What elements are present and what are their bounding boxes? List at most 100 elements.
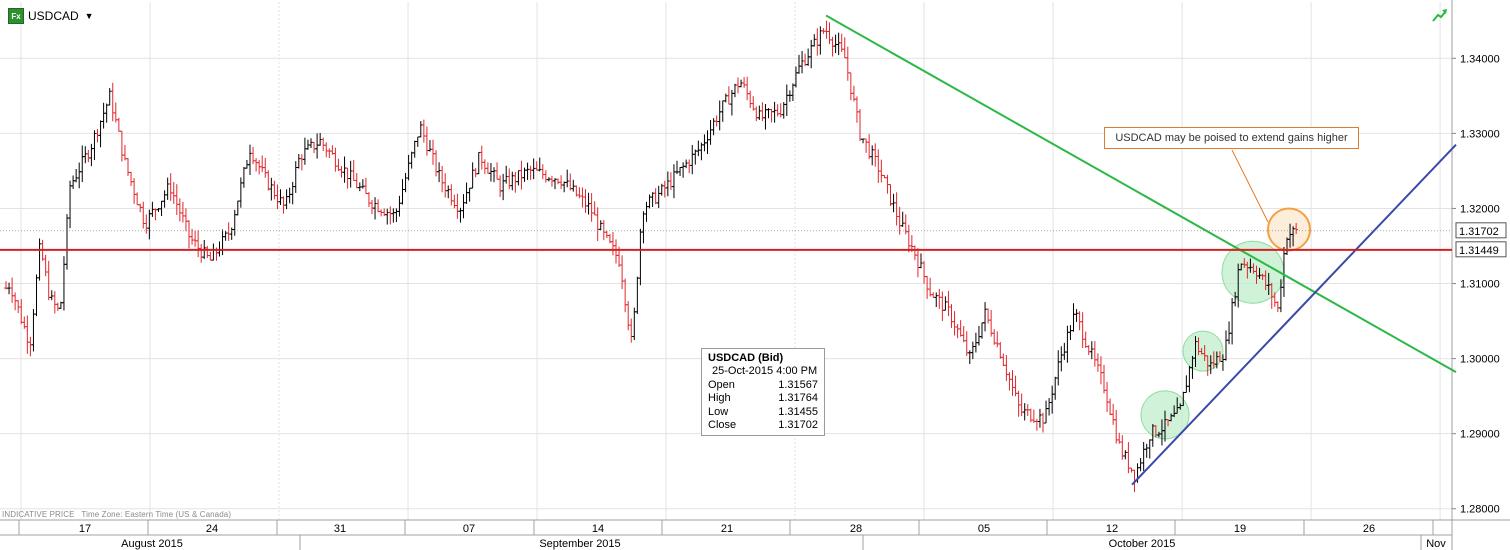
ohlc-bar — [998, 341, 1003, 359]
ohlc-bar — [183, 208, 188, 232]
ohlc-bar — [635, 276, 640, 314]
x-day-label: 14 — [592, 523, 604, 535]
ohlc-bar — [595, 207, 600, 242]
ohlc-bar — [632, 307, 637, 341]
ohlc-bar — [16, 299, 21, 314]
ohlc-bar — [577, 187, 582, 199]
highlight-circle-orange — [1267, 207, 1311, 252]
ohlc-bar — [723, 93, 728, 103]
ohlc-bar — [153, 208, 158, 221]
ohlc-bar — [705, 130, 710, 154]
ohlc-bar — [772, 101, 777, 123]
ohlc-bar — [168, 173, 173, 201]
ohlc-bar — [656, 185, 661, 209]
ohlc-bar — [427, 140, 432, 152]
ohlc-bar — [415, 136, 420, 147]
ohlc-bar — [122, 144, 127, 161]
highlight-circle-green — [1182, 330, 1224, 372]
ohlc-bar — [736, 77, 740, 94]
ohlc-bar — [976, 325, 981, 346]
ohlc-bar — [928, 277, 933, 297]
ohlc-bar — [479, 145, 484, 170]
ohlc-bar — [74, 169, 79, 183]
ohlc-bar — [107, 88, 112, 106]
ohlc-bar — [556, 178, 561, 185]
caret-down-icon[interactable]: ▼ — [84, 11, 94, 21]
ohlc-bar — [1089, 341, 1094, 360]
ohlc-bar — [476, 151, 481, 175]
ohlc-bar — [495, 162, 500, 180]
ohlc-bar — [177, 198, 182, 222]
annotation-text: USDCAD may be poised to extend gains hig… — [1115, 132, 1348, 144]
y-tick-label: 1.28000 — [1460, 504, 1500, 516]
ohlc-bar — [1077, 311, 1082, 331]
ohlc-bar — [513, 172, 518, 193]
ohlc-bar — [952, 311, 957, 336]
ohlc-bar — [516, 170, 521, 186]
ohlc-bar — [906, 224, 911, 253]
ohlc-bar — [1187, 365, 1192, 393]
ohlc-bar — [986, 308, 991, 324]
ohlc-bar — [562, 181, 567, 193]
ohlc-bar — [263, 157, 268, 178]
x-day-label: 12 — [1106, 523, 1118, 535]
ohlc-bar — [254, 158, 259, 172]
ohlc-bar — [327, 148, 332, 159]
y-tick-label: 1.30000 — [1460, 354, 1500, 366]
ohlc-bar — [193, 230, 198, 247]
ohlc-bar — [485, 162, 490, 174]
ohlc-bar — [653, 188, 658, 205]
symbol-selector[interactable]: Fx USDCAD ▼ — [8, 8, 94, 24]
ohlc-bar — [970, 341, 975, 360]
ohlc-bar — [1102, 364, 1106, 394]
ohlc-bar — [440, 165, 445, 193]
ohlc-bar — [745, 76, 750, 101]
ohlc-bar — [525, 162, 530, 180]
ohlc-bar — [879, 159, 884, 183]
ohlc-bar — [1071, 303, 1076, 332]
ohlc-bar — [296, 153, 301, 169]
trend-arrow-icon[interactable] — [1432, 8, 1448, 22]
ohlc-bar — [424, 126, 429, 156]
indicative-label: INDICATIVE PRICE — [2, 510, 75, 519]
ohlc-bar — [92, 130, 97, 161]
ohlc-bar — [693, 149, 698, 165]
ohlc-bar — [187, 220, 191, 249]
ohlc-bar — [171, 182, 176, 204]
ohlc-bar — [842, 37, 847, 59]
ohlc-bar — [1098, 356, 1103, 385]
x-day-label: 31 — [334, 523, 346, 535]
ohlc-bar — [135, 192, 140, 206]
ohlc-bar — [260, 155, 265, 173]
ohlc-bar — [409, 151, 414, 169]
ohlc-bar — [690, 145, 695, 175]
x-month-label: October 2015 — [1109, 538, 1176, 550]
x-day-label: 21 — [721, 523, 733, 535]
ohlc-bar — [900, 211, 905, 227]
ohlc-bar — [77, 162, 82, 189]
ohlc-bar — [434, 150, 439, 177]
ohlc-bar — [162, 190, 167, 208]
ohlc-bar — [205, 245, 210, 258]
ohlc-bar — [455, 193, 460, 219]
ohlc-bar — [37, 238, 42, 281]
ohlc-bar — [104, 103, 109, 123]
ohlc-bar — [568, 173, 573, 191]
current-price-label: 1.31702 — [1459, 226, 1499, 238]
ohlc-bar — [174, 184, 179, 215]
ohlc-bar — [284, 189, 289, 210]
ohlc-bar — [397, 195, 402, 217]
ohlc-bar — [71, 175, 76, 190]
ohlc-bar — [708, 120, 713, 145]
ohlc-bar — [793, 66, 798, 88]
ohlc-bar — [845, 46, 850, 81]
ohlc-bar — [266, 170, 271, 191]
ohlc-bar — [348, 160, 353, 188]
ohlc-bar — [126, 158, 130, 176]
ohlc-bar — [888, 184, 893, 206]
x-month-label: Nov — [1426, 538, 1446, 550]
ohlc-bar — [251, 146, 256, 165]
ohlc-bar — [101, 102, 106, 129]
